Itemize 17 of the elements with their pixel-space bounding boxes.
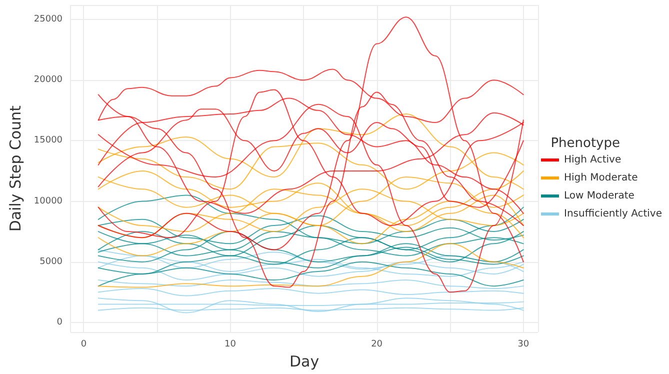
y-tick-label: 25000 (34, 14, 63, 25)
y-tick-label: 20000 (34, 75, 63, 86)
y-axis-title: Daily Step Count (6, 105, 24, 232)
y-tick-label: 5000 (40, 256, 63, 267)
x-tick-label: 0 (80, 340, 87, 350)
legend-label: Insufficiently Active (564, 208, 662, 220)
legend-label: Low Moderate (564, 190, 634, 202)
x-tick-label: 10 (224, 340, 236, 350)
x-tick-label: 20 (371, 340, 383, 350)
x-axis-title: Day (289, 352, 320, 370)
y-tick-label: 10000 (34, 196, 63, 206)
legend-title: Phenotype (550, 136, 620, 151)
x-tick-label: 30 (518, 340, 530, 350)
y-tick-label: 0 (56, 317, 63, 328)
legend-label: High Active (564, 154, 622, 166)
y-tick-label: 15000 (34, 136, 63, 146)
legend-label: High Moderate (564, 172, 638, 184)
